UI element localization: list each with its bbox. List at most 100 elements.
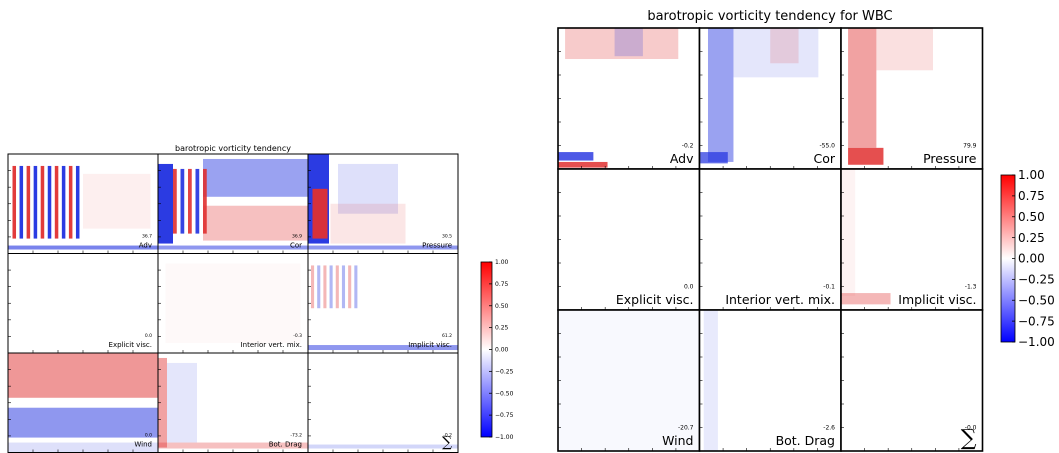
panel-value: -1.3: [965, 284, 977, 291]
panel-label: Cor: [290, 242, 302, 250]
panel-background: [8, 154, 158, 254]
panel-label: Bot. Drag: [776, 433, 835, 448]
field-pattern: [8, 245, 158, 250]
panel-label: Interior vert. mix.: [725, 292, 835, 307]
panel-label: ∑: [961, 426, 977, 451]
field-pattern: [8, 442, 158, 453]
panel-label: Explicit visc.: [109, 341, 152, 349]
field-pattern: [180, 168, 185, 234]
panel-background: [841, 169, 983, 310]
field-pattern: [703, 310, 718, 451]
panel-label: Explicit visc.: [616, 292, 694, 307]
field-pattern: [75, 165, 80, 239]
field-pattern: [203, 168, 207, 234]
field-pattern: [203, 205, 308, 241]
field-pattern: [770, 28, 799, 64]
colorbar-tick-label: −1.00: [495, 434, 514, 441]
colorbar-tick-label: 0.00: [495, 347, 509, 354]
panel-value: 0.0: [145, 333, 152, 339]
panel-background: [558, 310, 700, 451]
field-pattern: [203, 158, 308, 197]
panel-background: [558, 28, 700, 169]
field-pattern: [348, 265, 352, 309]
panel-label: Pressure: [923, 151, 977, 166]
field-pattern: [354, 265, 358, 309]
panel-label: Wind: [134, 441, 152, 449]
colorbar-tick-label: 0.75: [1018, 189, 1045, 203]
field-pattern: [335, 265, 339, 309]
panel-background: [841, 28, 983, 169]
field-pattern: [188, 168, 192, 234]
field-pattern: [308, 345, 458, 351]
field-pattern: [323, 265, 327, 309]
panel-label: Cor: [813, 151, 835, 166]
field-pattern: [47, 165, 52, 239]
field-pattern: [558, 161, 608, 168]
panel-value: -0.0: [965, 425, 977, 432]
panel-value: 79.9: [963, 143, 977, 150]
field-pattern: [158, 163, 173, 244]
field-pattern: [558, 152, 594, 161]
panel-value: -0.2: [682, 143, 694, 150]
field-pattern: [19, 165, 24, 239]
panel-value: -2.6: [823, 425, 835, 432]
panel-background: [699, 28, 841, 169]
colorbar-tick-label: −0.50: [495, 390, 514, 397]
field-pattern: [565, 28, 679, 60]
colorbar-tick-label: 1.00: [495, 259, 509, 266]
field-pattern: [876, 28, 933, 71]
panel-value: -0.2: [443, 433, 452, 439]
colorbar-tick-label: 0.25: [1018, 231, 1045, 245]
field-pattern: [308, 245, 458, 250]
panel-value: 30.5: [442, 234, 452, 240]
field-pattern: [54, 165, 59, 239]
field-pattern: [8, 353, 158, 398]
panel-label: Wind: [662, 433, 693, 448]
field-pattern: [841, 293, 891, 305]
field-pattern: [40, 165, 45, 239]
panel-value: 0.0: [684, 284, 694, 291]
field-pattern: [12, 165, 17, 239]
panel-label: Implicit visc.: [898, 292, 976, 307]
panel-label: Implicit visc.: [408, 341, 452, 349]
field-pattern: [329, 265, 333, 309]
field-pattern: [707, 28, 734, 162]
field-pattern: [158, 357, 167, 448]
field-pattern: [614, 28, 643, 57]
colorbar-tick-label: −0.25: [495, 368, 514, 375]
field-pattern: [848, 28, 877, 148]
field-pattern: [167, 362, 197, 443]
panel-background: [158, 253, 308, 353]
panel-label: Bot. Drag: [269, 441, 302, 449]
field-pattern: [195, 168, 200, 234]
panel-background: [8, 253, 158, 353]
panel-value: 61.2: [442, 333, 452, 339]
field-pattern: [311, 265, 315, 309]
panel-value: 0.0: [145, 433, 152, 439]
colorbar-tick-label: 0.25: [495, 325, 509, 332]
field-pattern: [308, 444, 458, 449]
colorbar-tick-label: −0.75: [495, 412, 514, 419]
colorbar-tick-label: −1.00: [1018, 335, 1055, 349]
field-pattern: [158, 442, 308, 449]
field-pattern: [158, 245, 308, 250]
field-pattern: [841, 169, 856, 296]
field-pattern: [83, 173, 151, 229]
panel-background: [308, 253, 458, 353]
panel-value: 36.7: [142, 234, 152, 240]
panel-label: Interior vert. mix.: [241, 341, 302, 349]
chart-title: barotropic vorticity tendency: [175, 144, 291, 153]
panel-label: Adv: [670, 151, 694, 166]
colorbar-tick-label: −0.25: [1018, 273, 1055, 287]
field-pattern: [61, 165, 66, 239]
panel-label: Adv: [139, 242, 152, 250]
panel-background: [699, 169, 841, 310]
panel-value: -73.2: [290, 433, 302, 439]
panel-background: [699, 310, 841, 451]
field-pattern: [699, 152, 728, 164]
colorbar-tick-label: 1.00: [1018, 168, 1045, 182]
panel-label: Pressure: [422, 242, 452, 250]
panel-value: -20.7: [678, 425, 694, 432]
